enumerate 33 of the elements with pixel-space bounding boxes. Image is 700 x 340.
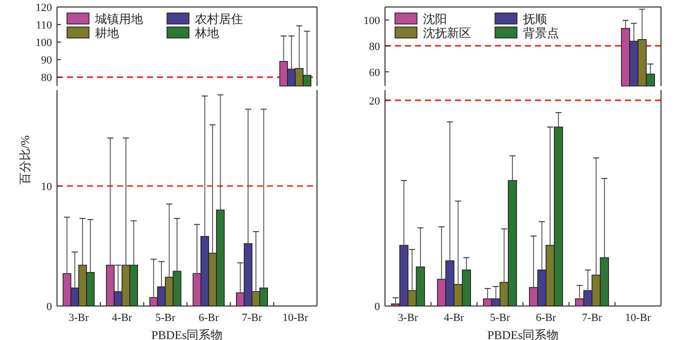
y-tick-label: 0 (46, 301, 52, 313)
y-tick-label: 10 (41, 181, 52, 193)
legend-label: 林地 (194, 26, 219, 40)
y-tick-label: 100 (36, 37, 52, 50)
x-tick-label: 6-Br (198, 312, 220, 324)
legend-label: 沈抚新区 (423, 26, 471, 40)
legend-label: 耕地 (95, 26, 119, 40)
x-tick-label: 4-Br (112, 312, 132, 324)
y-tick-label: 110 (36, 20, 52, 32)
legend-label: 城镇用地 (94, 12, 143, 26)
x-tick-label: 4-Br (444, 312, 464, 324)
y-tick-label: 90 (41, 54, 52, 67)
x-tick-label: 7-Br (242, 312, 262, 324)
x-tick-label: 3-Br (398, 312, 418, 324)
y-tick-label: 100 (364, 14, 380, 27)
legend-label: 沈阳 (423, 12, 447, 26)
y-tick-label: 60 (369, 66, 380, 79)
y-tick-label: 120 (36, 2, 52, 14)
x-tick-label: 10-Br (625, 312, 652, 324)
y-tick-label: 0 (374, 301, 380, 313)
x-tick-label: 5-Br (155, 312, 176, 324)
x-tick-label: 6-Br (536, 312, 556, 324)
legend-label: 抚顺 (522, 12, 547, 26)
legend-label: 背景点 (523, 26, 559, 40)
x-tick-label: 10-Br (282, 312, 308, 324)
y-tick-label: 20 (369, 95, 380, 108)
legend-label: 农村居住 (195, 12, 243, 26)
x-tick-label: 7-Br (582, 312, 602, 324)
x-tick-label: 3-Br (68, 312, 90, 324)
x-tick-label: 5-Br (490, 312, 510, 324)
y-tick-label: 80 (369, 40, 380, 53)
y-axis-title: 百分比/% (18, 135, 32, 185)
y-tick-label: 80 (41, 72, 52, 84)
